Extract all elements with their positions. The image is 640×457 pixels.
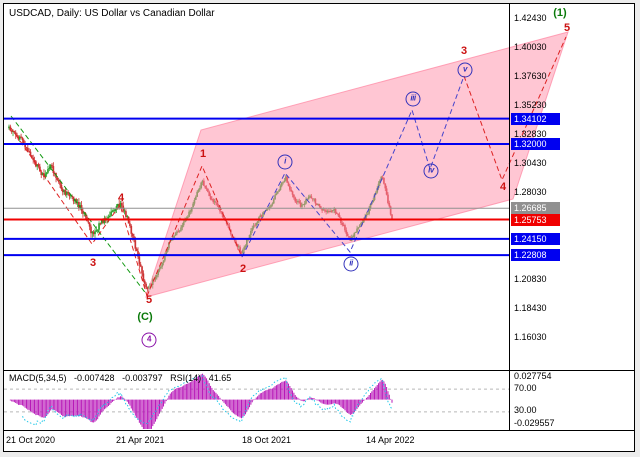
wave-label: v bbox=[457, 62, 473, 78]
price-tick: 1.28030 bbox=[514, 186, 547, 197]
date-label: 14 Apr 2022 bbox=[366, 435, 415, 445]
wave-label: 2 bbox=[239, 263, 247, 275]
macd-value-main: -0.007428 bbox=[74, 373, 115, 383]
date-label: 21 Apr 2021 bbox=[116, 435, 165, 445]
price-tick: 1.40030 bbox=[514, 41, 547, 52]
chart-frame[interactable]: USDCAD, Daily: US Dollar vs Canadian Dol… bbox=[3, 3, 635, 452]
rsi-name: RSI(14) bbox=[170, 373, 202, 383]
wave-label: iii bbox=[405, 91, 421, 107]
indicator-label: MACD(5,34,5) -0.007428 -0.003797 RSI(14)… bbox=[9, 373, 236, 383]
macd-name: MACD(5,34,5) bbox=[9, 373, 67, 383]
price-badge: 1.32000 bbox=[511, 138, 560, 151]
wave-label: 5 bbox=[563, 22, 571, 34]
indicator-scale-value: 70.00 bbox=[514, 383, 537, 393]
price-tick: 1.16030 bbox=[514, 331, 547, 342]
date-label: 18 Oct 2021 bbox=[242, 435, 292, 445]
wave-label: 4 bbox=[141, 332, 157, 348]
wave-label: i bbox=[277, 154, 293, 170]
price-badge: 1.25753 bbox=[511, 213, 560, 226]
date-label: 21 Oct 2020 bbox=[6, 435, 56, 445]
wave-label: 4 bbox=[117, 192, 125, 204]
indicator-scale-value: -0.029557 bbox=[514, 418, 555, 428]
price-tick: 1.32830 bbox=[514, 128, 547, 139]
price-tick: 1.18430 bbox=[514, 302, 547, 313]
price-badge: 1.34102 bbox=[511, 112, 560, 125]
rsi-value: 41.65 bbox=[208, 373, 232, 383]
wave-label: 3 bbox=[89, 257, 97, 269]
wave-label: (1) bbox=[553, 7, 567, 19]
wave-label: 1 bbox=[199, 148, 207, 160]
price-tick: 1.20830 bbox=[514, 273, 547, 284]
price-tick: 1.30430 bbox=[514, 157, 547, 168]
price-tick: 1.42430 bbox=[514, 13, 547, 23]
wave-label: ii bbox=[343, 256, 359, 272]
price-badge: 1.22808 bbox=[511, 249, 560, 262]
indicator-scale-value: 0.027754 bbox=[514, 371, 552, 381]
price-tick: 1.37630 bbox=[514, 70, 547, 81]
macd-value-signal: -0.003797 bbox=[122, 373, 163, 383]
price-tick: 1.35230 bbox=[514, 99, 547, 110]
wave-label: 4 bbox=[499, 181, 507, 193]
chart-title: USDCAD, Daily: US Dollar vs Canadian Dol… bbox=[9, 8, 215, 19]
wave-label: 3 bbox=[460, 45, 468, 57]
chart-canvas[interactable] bbox=[4, 4, 634, 451]
wave-label: 5 bbox=[145, 294, 153, 306]
wave-label: iv bbox=[423, 163, 439, 179]
price-badge: 1.24150 bbox=[511, 232, 560, 245]
indicator-scale-value: 30.00 bbox=[514, 405, 537, 415]
price-badge: 1.26685 bbox=[511, 202, 560, 215]
wave-label: (C) bbox=[137, 311, 153, 323]
